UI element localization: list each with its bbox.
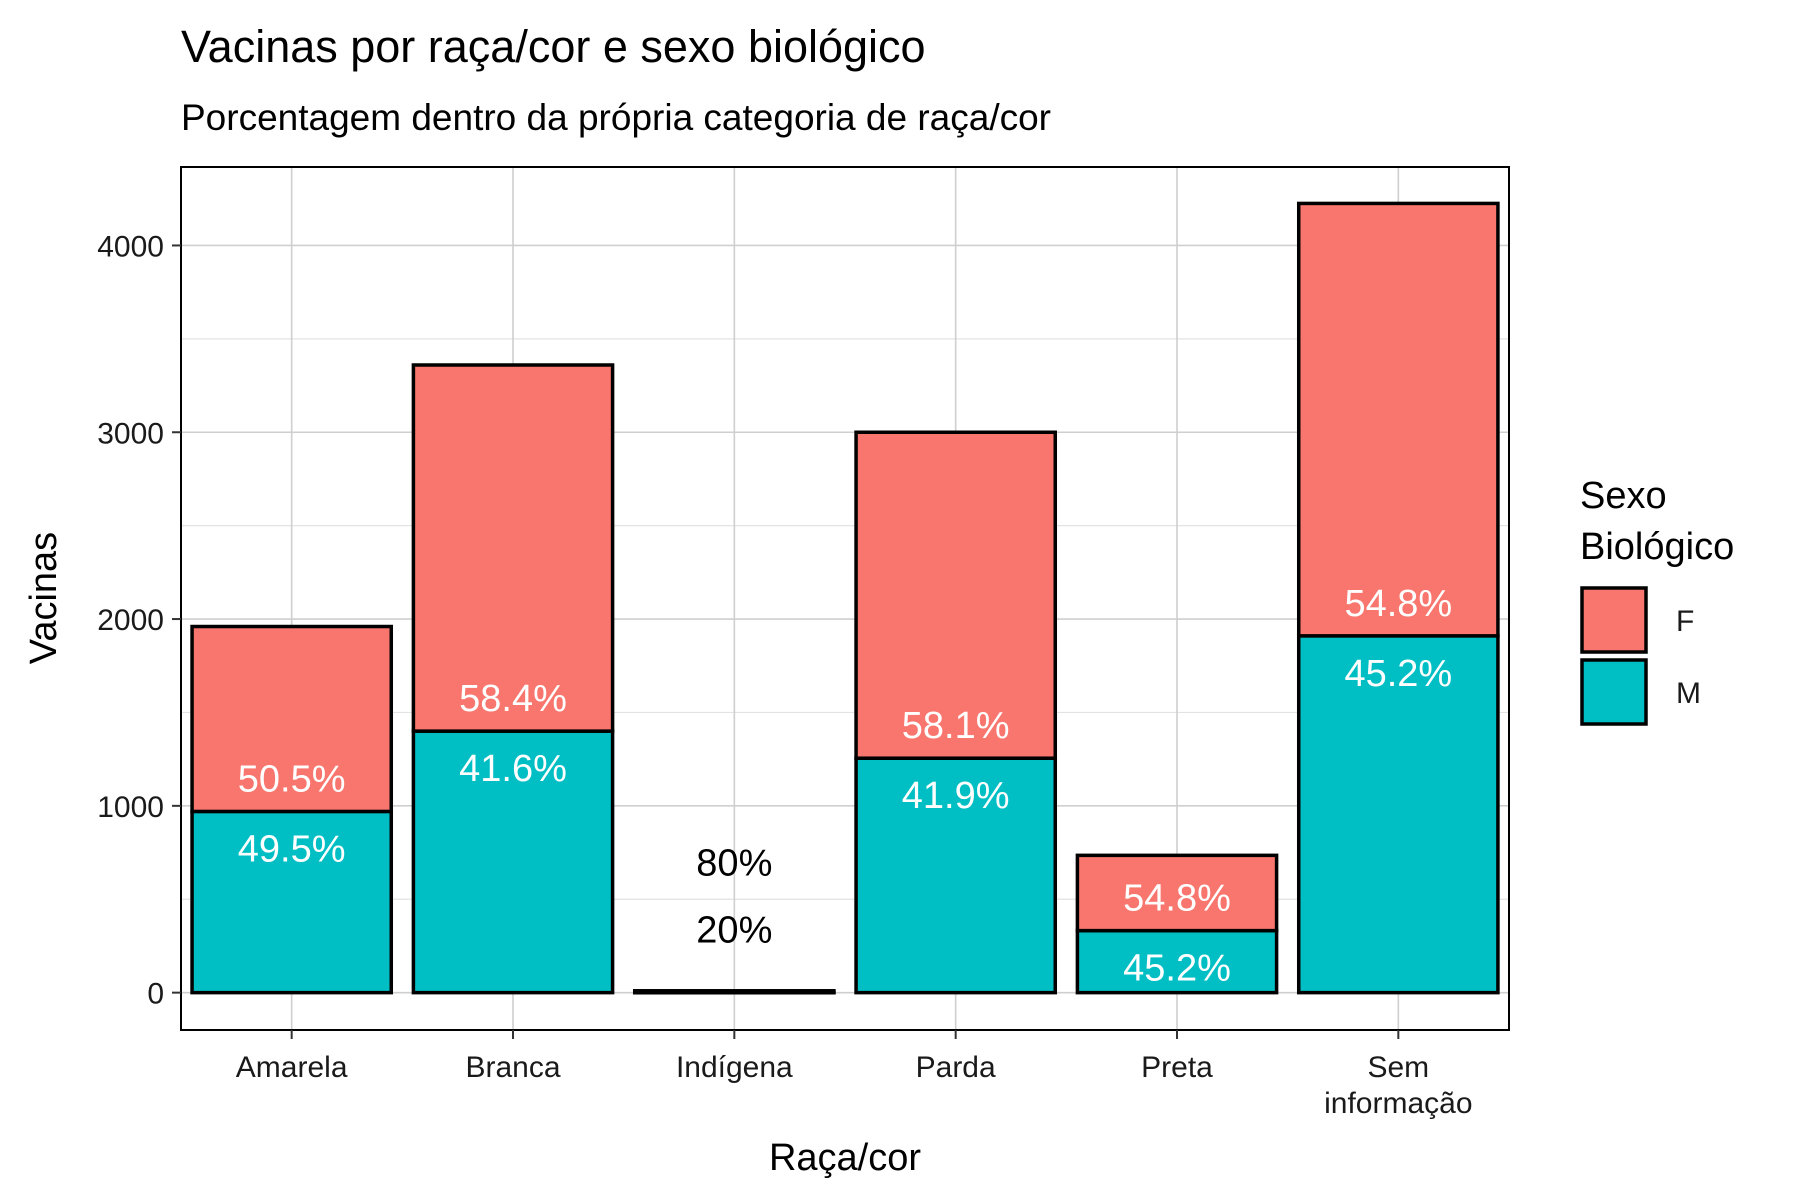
x-tick-label-line: Indígena (676, 1051, 793, 1084)
plot-border (180, 166, 1510, 1031)
legend-key-m (1580, 658, 1648, 726)
bar-label-m: 49.5% (238, 828, 346, 870)
bar-label-m: 45.2% (1344, 653, 1452, 695)
bar-segment-m (411, 729, 615, 995)
x-tick-label-line: Parda (916, 1051, 996, 1084)
bar-labels: 49.5% 50.5% 41.6% 58.4% 20% 80% 41.9% 58.1% 45.2… (238, 583, 1452, 990)
legend-title: Biológico (1580, 526, 1734, 568)
bar-label-m: 20% (696, 910, 772, 952)
x-tick-label-line: Preta (1141, 1051, 1213, 1084)
x-tick-label: Indígena (676, 1051, 793, 1084)
y-tick-label: 0 (147, 978, 164, 1011)
legend-label: M (1676, 677, 1701, 710)
axes: 0 1000 2000 3000 4000 Amarela Branca Indígena Pa… (97, 230, 1472, 1120)
bar-segment-f (411, 363, 615, 733)
y-axis-title: Vacinas (23, 532, 65, 664)
y-tick-label: 2000 (97, 604, 164, 637)
bar-segment-m (1075, 928, 1279, 995)
legend-key-f (1580, 586, 1648, 654)
bar-segment-f (632, 989, 836, 995)
chart-title: Vacinas por raça/cor e sexo biológico (181, 21, 926, 72)
chart-subtitle: Porcentagem dentro da própria categoria … (181, 97, 1051, 138)
x-tick-label: Preta (1141, 1051, 1213, 1084)
bar-segment-f (190, 624, 394, 814)
bar-label-m: 45.2% (1123, 948, 1231, 990)
x-axis-title: Raça/cor (769, 1137, 921, 1179)
x-tick-label-line: Sem (1367, 1051, 1429, 1084)
y-tick-label: 1000 (97, 791, 164, 824)
x-tick-label: Branca (465, 1051, 560, 1084)
bars (190, 201, 1500, 995)
bar-label-f: 54.8% (1123, 878, 1231, 920)
x-tick-label-line: informação (1324, 1087, 1472, 1120)
bar-segment-f (854, 430, 1058, 760)
y-tick-label: 4000 (97, 230, 164, 263)
y-tick-label: 3000 (97, 417, 164, 450)
bar-label-f: 58.4% (459, 678, 567, 720)
legend: Sexo Biológico F M (1580, 475, 1734, 726)
bar-label-m: 41.9% (902, 775, 1010, 817)
bar-segment-f (1296, 201, 1500, 638)
bar-segment-m (190, 809, 394, 995)
bar-label-m: 41.6% (459, 748, 567, 790)
bar-label-f: 50.5% (238, 758, 346, 800)
legend-title: Sexo (1580, 475, 1667, 517)
bar-segment-f (1075, 853, 1279, 933)
bar-label-f: 54.8% (1344, 583, 1452, 625)
x-tick-label: Parda (916, 1051, 996, 1084)
x-tick-label-line: Amarela (236, 1051, 348, 1084)
legend-label: F (1676, 605, 1694, 638)
bar-label-f: 80% (696, 843, 772, 885)
x-tick-label: Sem informação (1324, 1051, 1472, 1120)
x-tick-label: Amarela (236, 1051, 348, 1084)
bar-label-f: 58.1% (902, 705, 1010, 747)
x-tick-label-line: Branca (465, 1051, 560, 1084)
bar-segment-m (1296, 634, 1500, 995)
